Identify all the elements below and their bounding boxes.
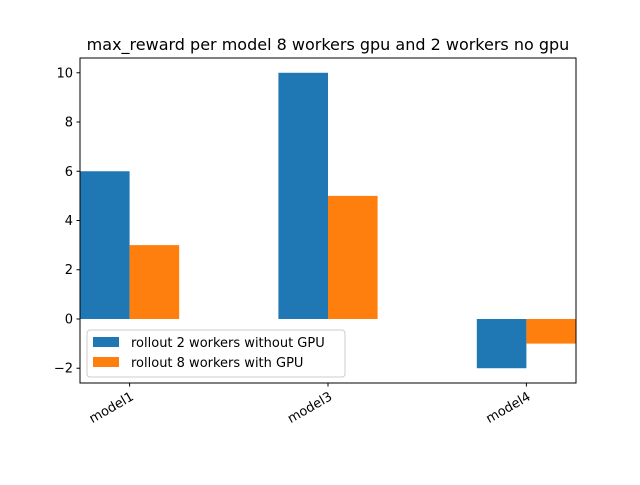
x-tick-label-model4: model4 xyxy=(484,389,534,426)
y-tick-label: −2 xyxy=(54,362,73,377)
legend-swatch-series-1 xyxy=(93,337,119,347)
x-axis: model1 model3 model4 xyxy=(87,383,534,427)
y-tick-label: 10 xyxy=(56,66,73,81)
legend-label-series-2: rollout 8 workers with GPU xyxy=(131,356,303,371)
y-tick-label: 4 xyxy=(65,214,73,229)
x-tick-label-model3: model3 xyxy=(285,389,335,426)
y-tick-label: 8 xyxy=(65,116,73,131)
bar-model3-series-1 xyxy=(278,72,328,319)
y-axis: −2 0 2 4 6 8 10 xyxy=(54,66,80,377)
y-tick-label: 6 xyxy=(65,165,73,180)
legend-box xyxy=(86,329,346,378)
legend-swatch-series-2 xyxy=(93,357,119,367)
y-tick-label: 2 xyxy=(65,263,73,278)
y-tick-label: 0 xyxy=(65,312,73,327)
legend: rollout 2 workers without GPU rollout 8 w… xyxy=(86,329,346,378)
plot-frame xyxy=(79,57,577,384)
bar-model3-series-2 xyxy=(328,195,378,319)
chart-title: max_reward per model 8 workers gpu and 2… xyxy=(87,35,570,55)
bar-model4-series-2 xyxy=(526,318,576,344)
bars-group xyxy=(80,72,576,369)
bar-model1-series-2 xyxy=(129,245,180,319)
legend-label-series-1: rollout 2 workers without GPU xyxy=(131,336,325,351)
bar-model4-series-1 xyxy=(476,318,527,369)
bar-model1-series-1 xyxy=(80,171,130,319)
x-tick-label-model1: model1 xyxy=(87,389,137,426)
